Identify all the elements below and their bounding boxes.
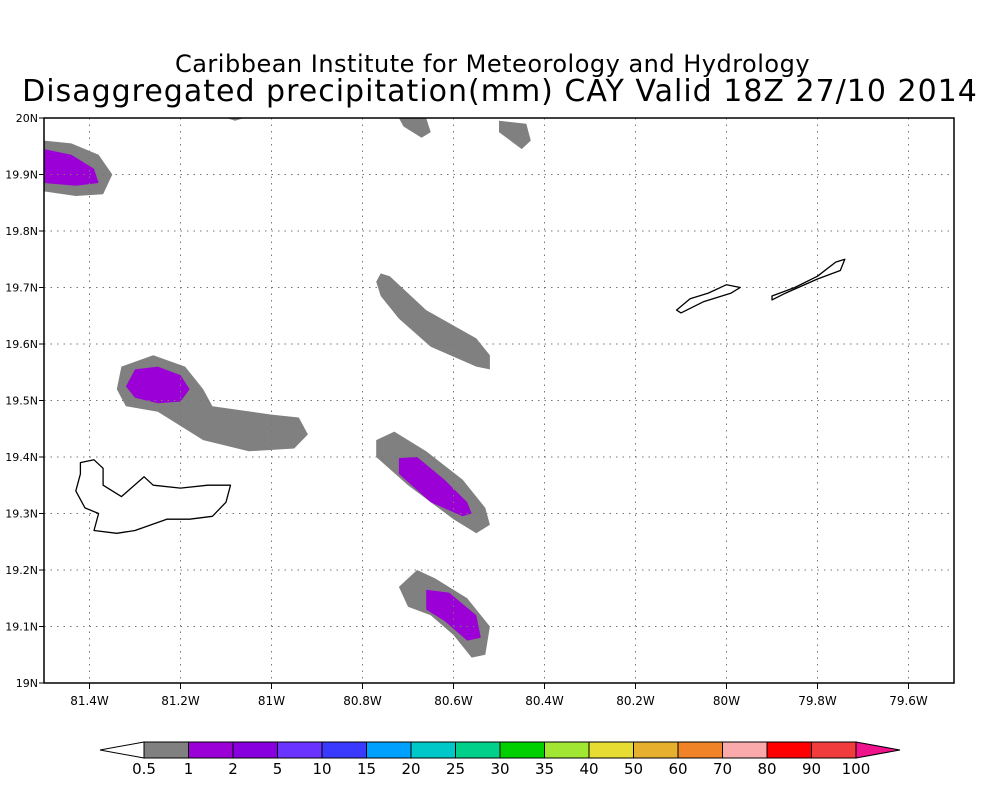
legend-label: 50: [624, 760, 643, 778]
lon-tick-label: 80.2W: [616, 694, 655, 708]
lat-tick-label: 19.3N: [5, 508, 38, 521]
cell-south-core: [426, 589, 481, 641]
cell-top-center: [398, 118, 431, 138]
lon-tick-label: 79.6W: [889, 694, 928, 708]
legend-label: 25: [446, 760, 465, 778]
color-legend: 0.5 1 2 5 10 15 20 25 30 35 40 50 60 70 80 90 100: [99, 741, 901, 778]
cell-top-right: [499, 120, 531, 150]
legend-label: 5: [273, 760, 283, 778]
legend-label: 10: [312, 760, 331, 778]
little-cayman: [675, 284, 741, 314]
lat-tick-label: 19.8N: [5, 225, 38, 238]
lon-tick-label: 79.8W: [798, 694, 837, 708]
legend-swatch: [410, 741, 456, 759]
legend-swatch: [588, 741, 634, 759]
lat-tick-label: 19.7N: [5, 282, 38, 295]
legend-swatch: [321, 741, 367, 759]
legend-label: 35: [535, 760, 554, 778]
lat-tick-label: 19.9N: [5, 169, 38, 182]
legend-swatch: [366, 741, 412, 759]
legend-arrow-low: [99, 741, 145, 759]
lon-tick-label: 81W: [258, 694, 285, 708]
lon-tick-label: 80W: [713, 694, 740, 708]
lat-tick-label: 19.6N: [5, 338, 38, 351]
lat-tick-label: 19.1N: [5, 621, 38, 634]
lon-tick-label: 80.4W: [525, 694, 564, 708]
legend-label: 0.5: [132, 760, 156, 778]
lat-tick-label: 19.4N: [5, 451, 38, 464]
cell-west-middle-core: [125, 366, 190, 404]
lat-tick-label: 19.5N: [5, 395, 38, 408]
legend-swatch: [766, 741, 812, 759]
legend-label: 70: [713, 760, 732, 778]
lon-tick-label: 81.2W: [161, 694, 200, 708]
lon-tick-label: 81.4W: [70, 694, 109, 708]
legend-swatch: [811, 741, 857, 759]
legend-label: 15: [357, 760, 376, 778]
band-central: [376, 273, 490, 370]
grid-lines: [44, 118, 954, 683]
legend-swatch: [633, 741, 679, 759]
legend-label: 60: [668, 760, 687, 778]
island-outlines: [75, 258, 846, 534]
cayman-brac: [771, 258, 846, 301]
lon-tick-label: 80.6W: [434, 694, 473, 708]
legend-label: 30: [490, 760, 509, 778]
cell-northwest-core: [44, 149, 99, 186]
legend-label: 90: [802, 760, 821, 778]
legend-label: 1: [184, 760, 194, 778]
legend-swatch: [143, 741, 189, 759]
legend-swatch: [232, 741, 278, 759]
legend-swatch: [188, 741, 234, 759]
legend-label: 80: [757, 760, 776, 778]
legend-label: 40: [579, 760, 598, 778]
legend-swatch: [677, 741, 723, 759]
legend-label: 100: [842, 760, 871, 778]
legend-swatch: [499, 741, 545, 759]
institute-title: Caribbean Institute for Meteorology and …: [174, 50, 811, 78]
legend-swatch: [277, 741, 323, 759]
grand-cayman: [75, 459, 232, 534]
precipitation-layer: [44, 118, 531, 658]
lat-tick-label: 19.2N: [5, 564, 38, 577]
product-title: Disaggregated precipitation(mm) CAY Vali…: [22, 74, 978, 109]
legend-swatch: [722, 741, 768, 759]
legend-label: 20: [401, 760, 420, 778]
legend-swatch: [544, 741, 590, 759]
cell-south-band-core: [398, 457, 472, 517]
lat-tick-label: 19N: [16, 677, 38, 690]
legend-label: 2: [228, 760, 238, 778]
legend-arrow-high: [855, 741, 901, 759]
legend-swatch: [455, 741, 501, 759]
lon-tick-label: 80.8W: [343, 694, 382, 708]
lat-tick-label: 20N: [16, 112, 38, 125]
longitude-ticks: 81.4W 81.2W 81W 80.8W 80.6W 80.4W 80.2W 80W 79.8…: [70, 683, 928, 708]
latitude-ticks: 19N 19.1N 19.2N 19.3N 19.4N 19.5N 19.6N 19.7N 19…: [5, 112, 44, 690]
